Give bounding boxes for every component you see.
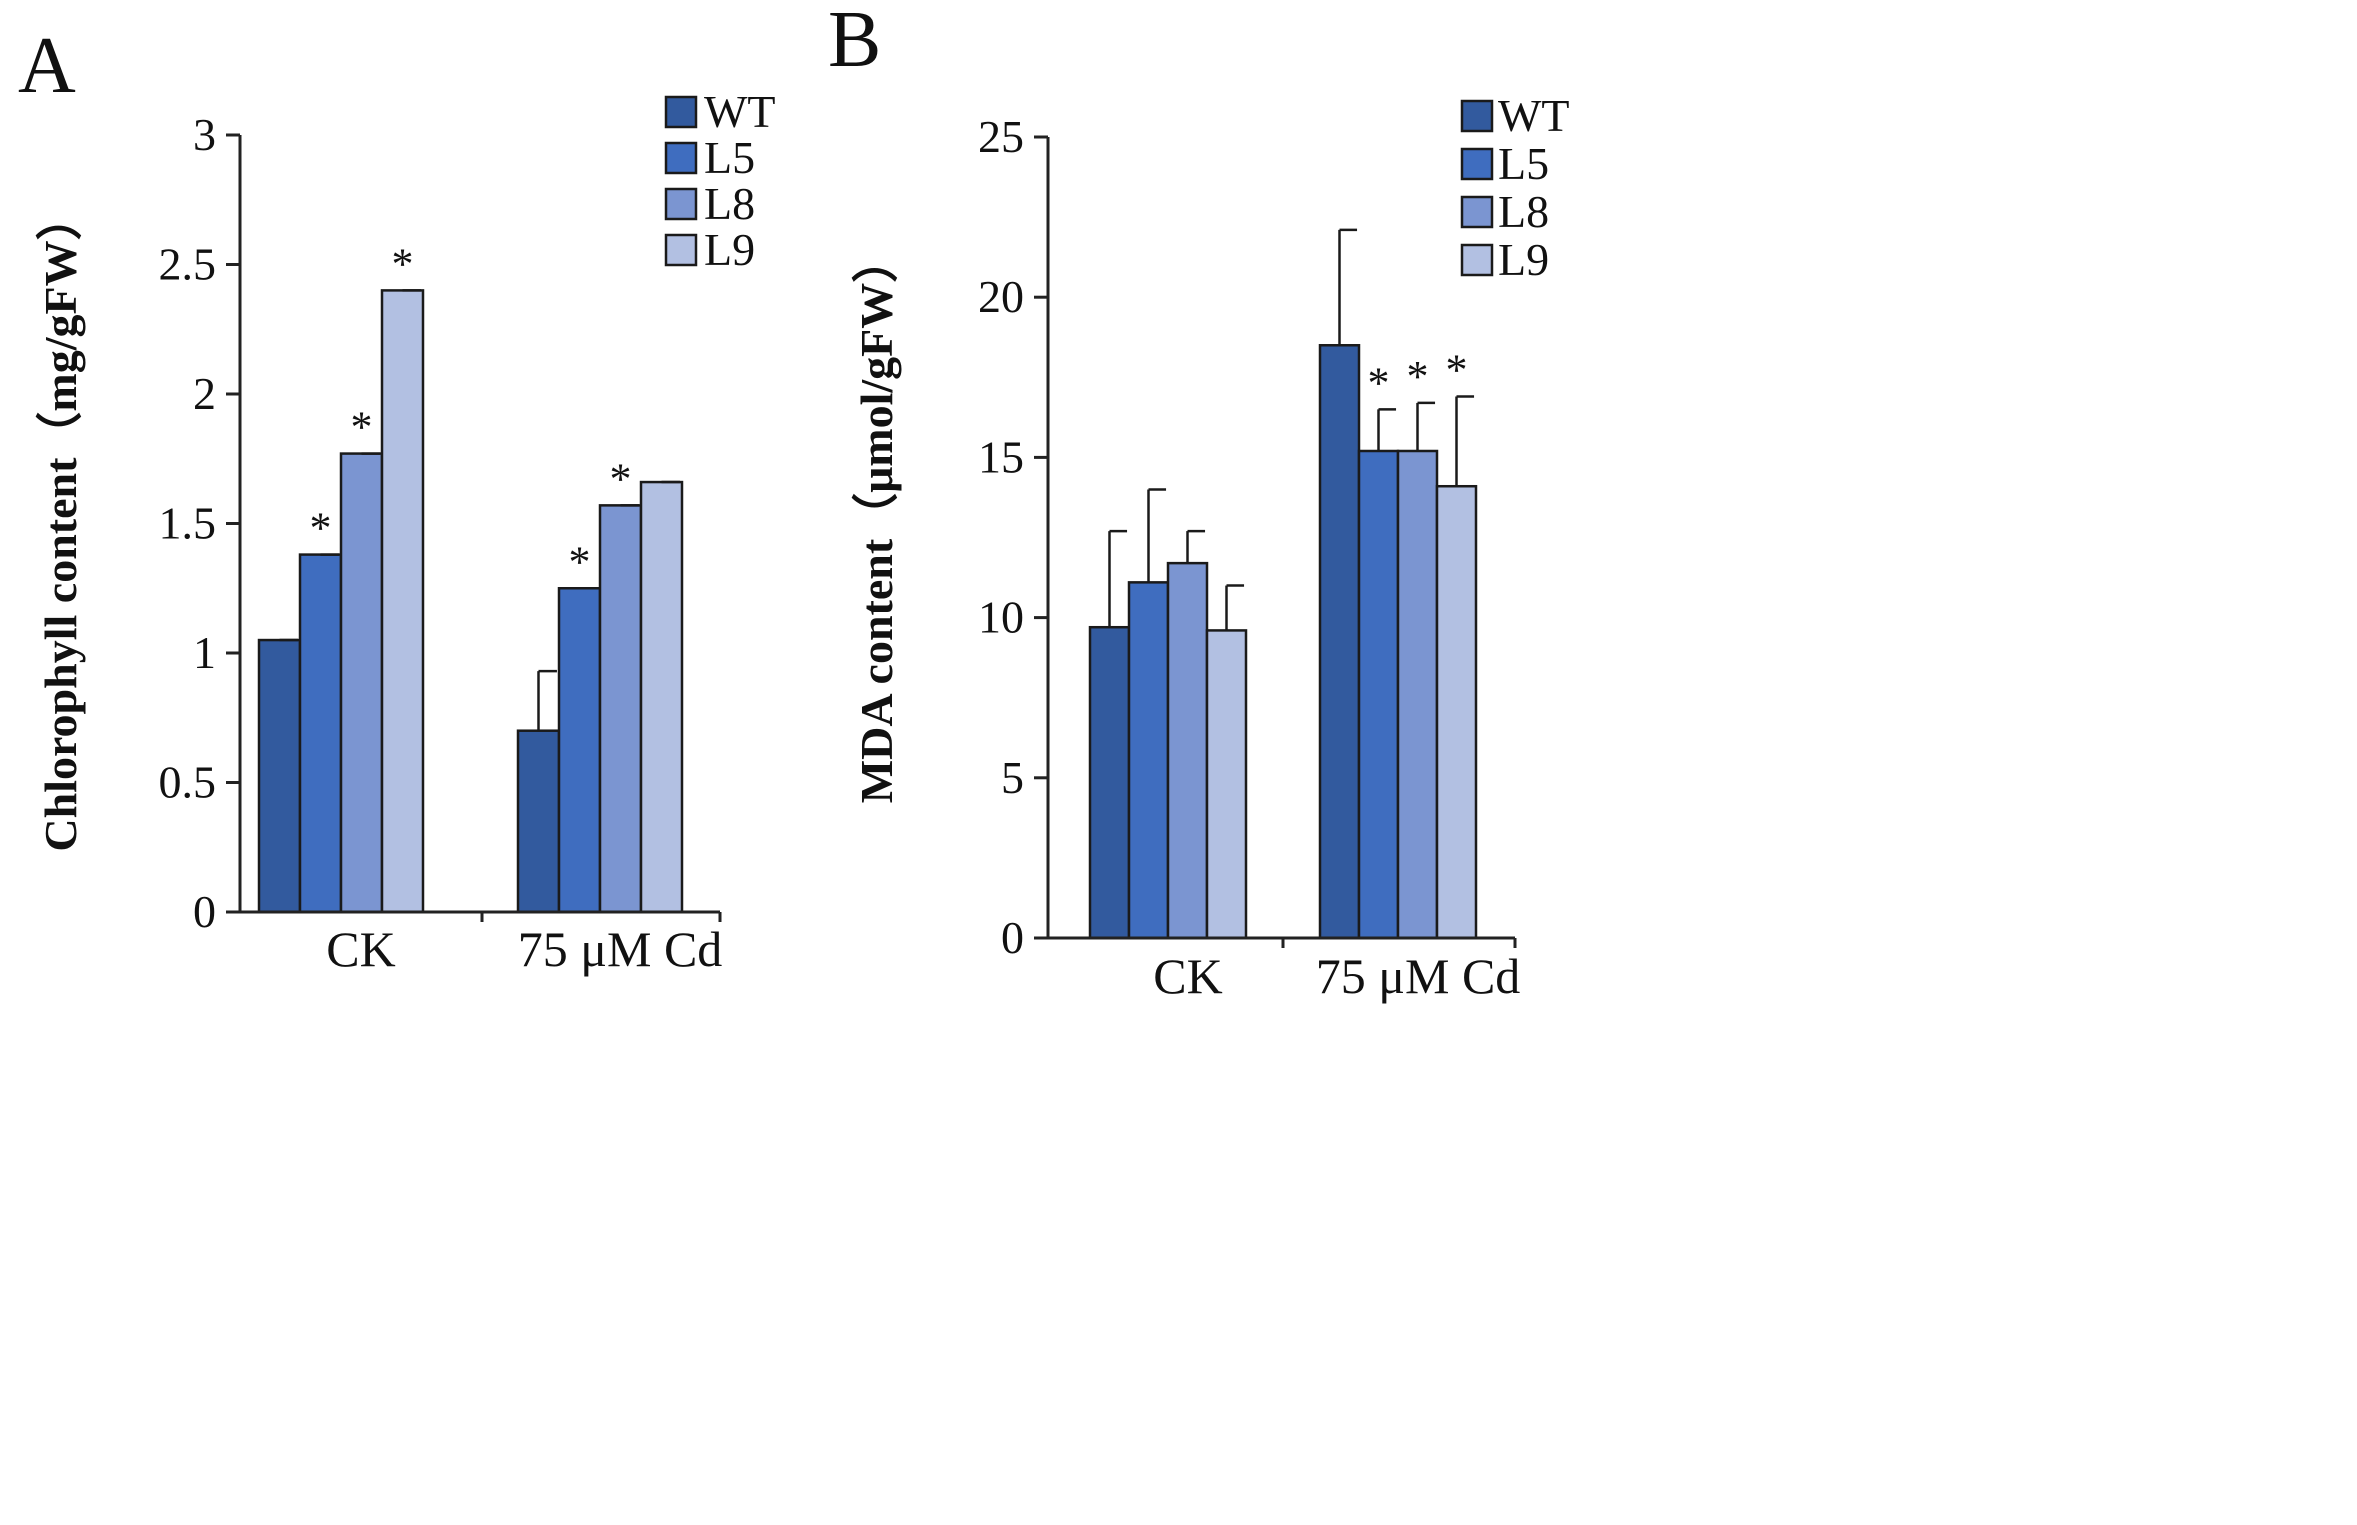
bar-l5-ck bbox=[1127, 581, 1170, 940]
y-tick-label: 25 bbox=[978, 111, 1024, 162]
bar-l5-cd bbox=[557, 587, 602, 914]
legend-label: L9 bbox=[704, 224, 755, 275]
significance-star: * bbox=[1368, 358, 1390, 407]
y-axis-title: MDA content（μmol/gFW） bbox=[851, 237, 902, 804]
significance-star: * bbox=[392, 239, 414, 288]
bar-l5-ck bbox=[298, 553, 343, 914]
bar-l8-ck bbox=[1166, 561, 1209, 940]
y-tick-label: 1 bbox=[193, 627, 216, 678]
panel-letter: B bbox=[828, 0, 881, 84]
legend-swatch bbox=[664, 95, 698, 129]
y-tick-label: 20 bbox=[978, 271, 1024, 322]
significance-star: * bbox=[569, 537, 591, 586]
bar-l9-cd bbox=[639, 480, 684, 914]
significance-star: * bbox=[1446, 346, 1468, 395]
x-category-label: 75 μM Cd bbox=[1316, 948, 1521, 1004]
legend-label: L8 bbox=[1498, 186, 1549, 237]
legend-swatch bbox=[1460, 147, 1494, 181]
y-tick-label: 0 bbox=[1001, 912, 1024, 963]
legend-swatch bbox=[664, 141, 698, 175]
bar-wt-ck bbox=[257, 638, 302, 914]
legend-label: WT bbox=[1498, 90, 1570, 141]
bar-l8-ck bbox=[339, 452, 384, 914]
legend-label: L5 bbox=[704, 132, 755, 183]
bar-l8-cd bbox=[598, 504, 643, 914]
y-axis-title: Chlorophyll content（mg/gFW） bbox=[35, 194, 86, 851]
legend-label: L8 bbox=[704, 178, 755, 229]
significance-star: * bbox=[1407, 352, 1429, 401]
y-tick-label: 5 bbox=[1001, 752, 1024, 803]
y-tick-label: 10 bbox=[978, 592, 1024, 643]
legend-label: L5 bbox=[1498, 138, 1549, 189]
bar-wt-cd bbox=[516, 729, 561, 914]
bar-wt-ck bbox=[1088, 625, 1131, 940]
y-tick-label: 0 bbox=[193, 886, 216, 937]
y-tick-label: 1.5 bbox=[159, 498, 217, 549]
significance-star: * bbox=[351, 403, 373, 452]
x-category-label: CK bbox=[1153, 948, 1222, 1004]
bar-l5-cd bbox=[1357, 449, 1400, 940]
legend-label: WT bbox=[704, 86, 776, 137]
x-category-label: 75 μM Cd bbox=[518, 921, 723, 977]
panel-a: A Chlorophyll content（mg/gFW） * * * * * 0 0.5 1 1.… bbox=[18, 22, 776, 977]
bar-l9-ck bbox=[1205, 629, 1248, 940]
legend-label: L9 bbox=[1498, 234, 1549, 285]
bar-l9-cd bbox=[1435, 484, 1478, 940]
significance-star: * bbox=[610, 454, 632, 503]
y-tick-label: 2 bbox=[193, 368, 216, 419]
bar-wt-cd bbox=[1318, 344, 1361, 940]
bar-l8-cd bbox=[1396, 449, 1439, 940]
legend-swatch bbox=[1460, 243, 1494, 277]
legend-swatch bbox=[664, 233, 698, 267]
y-tick-label: 3 bbox=[193, 109, 216, 160]
y-tick-label: 0.5 bbox=[159, 757, 217, 808]
y-tick-label: 2.5 bbox=[159, 239, 217, 290]
x-category-label: CK bbox=[326, 921, 395, 977]
significance-star: * bbox=[310, 504, 332, 553]
legend-swatch bbox=[1460, 99, 1494, 133]
panel-letter: A bbox=[18, 22, 76, 110]
bar-l9-ck bbox=[380, 289, 425, 914]
legend-swatch bbox=[664, 187, 698, 221]
y-tick-label: 15 bbox=[978, 431, 1024, 482]
panel-b: B MDA content（μmol/gFW） * * * 0 5 10 15 20 25 CK 75 … bbox=[828, 0, 1570, 1004]
legend-swatch bbox=[1460, 195, 1494, 229]
